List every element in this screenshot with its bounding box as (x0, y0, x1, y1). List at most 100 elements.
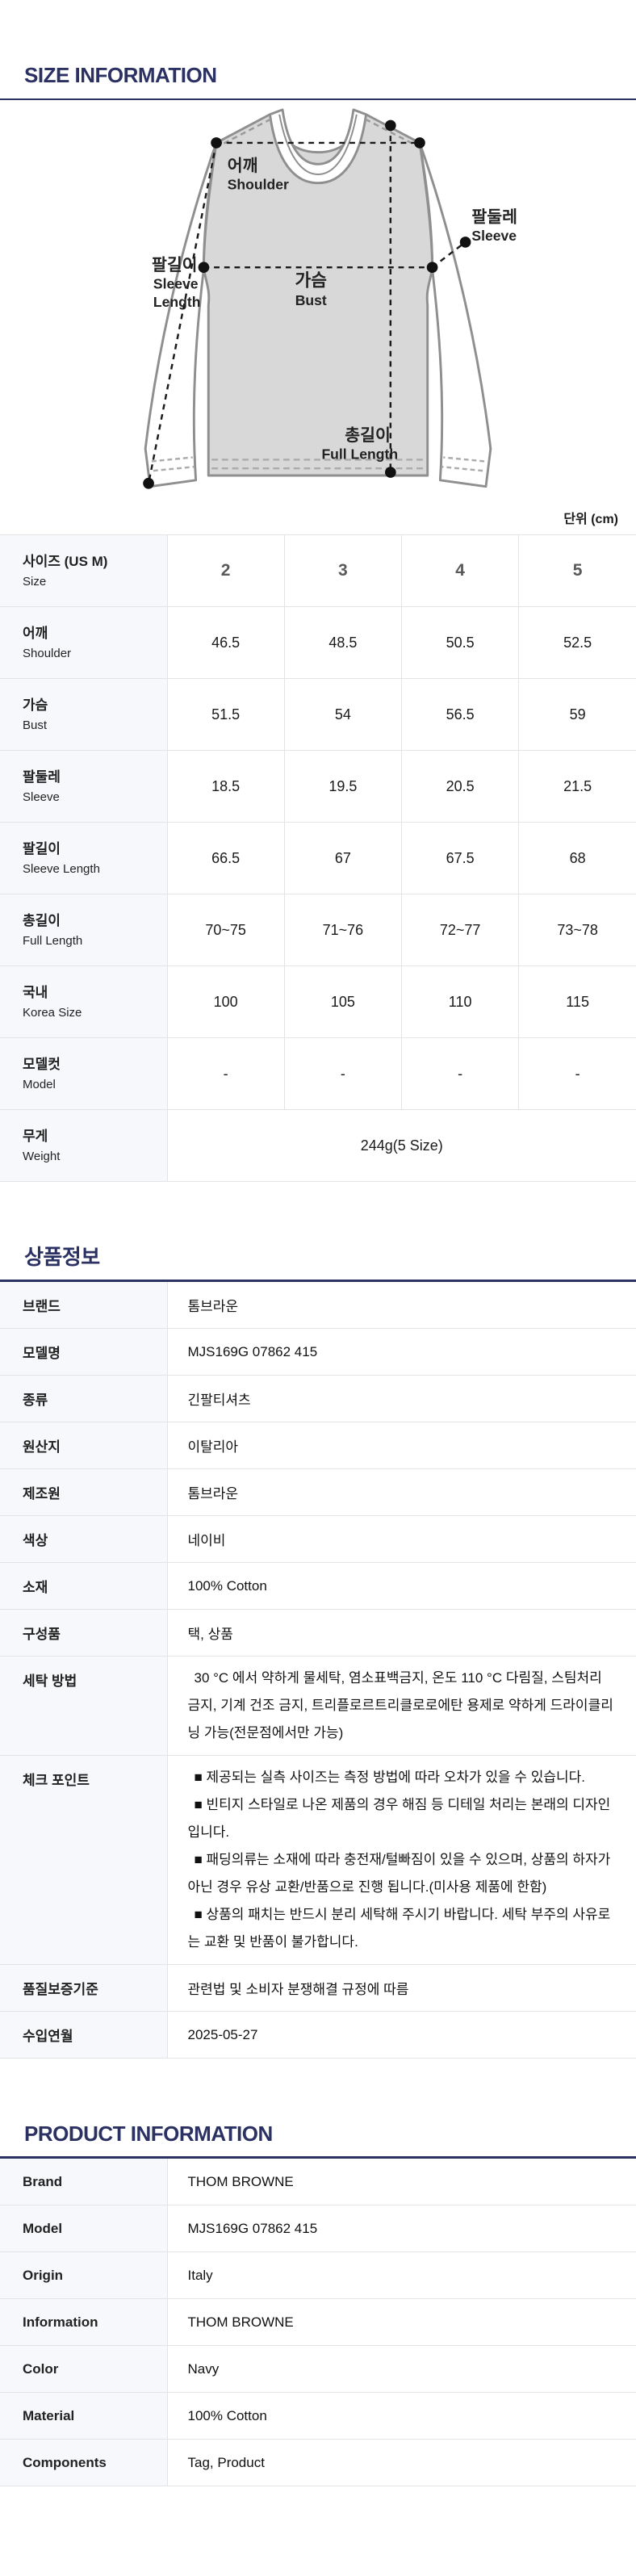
row-label: 팔길이 Sleeve Length (0, 822, 167, 894)
cell-value: THOM BROWNE (166, 2157, 636, 2205)
row-label: 사이즈 (US M) Size (0, 534, 167, 607)
cell-value: 52.5 (518, 606, 636, 679)
measure-dot (385, 467, 396, 478)
table-row: 가슴 Bust 51.5 54 56.5 59 (0, 678, 636, 751)
table-row: 무게 Weight 244g(5 Size) (0, 1109, 636, 1182)
cell-value: - (166, 1037, 285, 1110)
cell-value: 72~77 (400, 894, 519, 966)
cell-value: 59 (518, 678, 636, 751)
cell-value: 51.5 (166, 678, 285, 751)
row-label: Model (0, 2205, 167, 2252)
table-row: 품질보증기준 관련법 및 소비자 분쟁해결 규정에 따름 (0, 1964, 636, 2012)
cell-value: MJS169G 07862 415 (166, 2205, 636, 2252)
cell-value: 100 (166, 965, 285, 1038)
cell-value: - (400, 1037, 519, 1110)
product-info-ko-title: 상품정보 (24, 1245, 100, 1269)
cell-value: Tag, Product (166, 2439, 636, 2486)
diagram-label-full-length-ko: 총길이 (345, 426, 391, 445)
diagram-label-sleeve-length-ko: 팔길이 (152, 256, 198, 274)
cell-value: 66.5 (166, 822, 285, 894)
row-label: 체크 포인트 (0, 1755, 167, 1965)
measure-dot (459, 237, 471, 248)
cell-value: 56.5 (400, 678, 519, 751)
measure-dot (211, 137, 222, 149)
table-row: Color Navy (0, 2345, 636, 2393)
collar-band (268, 108, 368, 185)
right-cuff-stitch-1 (443, 456, 485, 463)
left-cuff-stitch-1 (151, 456, 193, 463)
diagram-label-bust-ko: 가슴 (295, 271, 327, 291)
cell-value: 긴팔티셔츠 (166, 1375, 636, 1422)
table-row: 수입연월 2025-05-27 (0, 2011, 636, 2059)
table-row: 세탁 방법 30 °C 에서 약하게 물세탁, 염소표백금지, 온도 110 °C… (0, 1656, 636, 1756)
row-label: 품질보증기준 (0, 1964, 167, 2012)
product-info-en-title: PRODUCT INFORMATION (24, 2122, 273, 2146)
size-information-title: SIZE INFORMATION (24, 63, 217, 87)
title-divider (0, 98, 636, 100)
diagram-label-shoulder-en: Shoulder (228, 177, 289, 193)
row-label: 원산지 (0, 1422, 167, 1469)
right-sleeve (418, 141, 492, 488)
cell-value: 톰브라운 (166, 1280, 636, 1329)
cell-value: 54 (283, 678, 402, 751)
table-row: 사이즈 (US M) Size 2 3 4 5 (0, 534, 636, 607)
measure-dot (414, 137, 425, 149)
sleeve-width-measure-line (431, 241, 467, 269)
row-label: 구성품 (0, 1609, 167, 1657)
cell-value-span: 244g(5 Size) (166, 1109, 636, 1182)
cell-value: 4 (400, 534, 519, 607)
cell-value: 67 (283, 822, 402, 894)
table-row: Brand THOM BROWNE (0, 2157, 636, 2205)
table-row: 구성품 택, 상품 (0, 1609, 636, 1657)
measure-dot (143, 477, 154, 489)
row-label: 브랜드 (0, 1280, 167, 1329)
row-label: 소재 (0, 1562, 167, 1610)
table-row: 체크 포인트 ■ 제공되는 실측 사이즈는 측정 방법에 따라 오차가 있을 수… (0, 1755, 636, 1965)
cell-value: - (518, 1037, 636, 1110)
row-label: 팔둘레 Sleeve (0, 750, 167, 823)
cell-value: 관련법 및 소비자 분쟁해결 규정에 따름 (166, 1964, 636, 2012)
table-row: 모델명 MJS169G 07862 415 (0, 1328, 636, 1376)
cell-value: Navy (166, 2345, 636, 2393)
table-row: 색상 네이비 (0, 1515, 636, 1563)
row-label: Information (0, 2298, 167, 2346)
cell-value: 20.5 (400, 750, 519, 823)
table-row: Model MJS169G 07862 415 (0, 2205, 636, 2252)
product-info-en-table: Brand THOM BROWNE Model MJS169G 07862 415 … (0, 2156, 636, 2486)
cell-value: 5 (518, 534, 636, 607)
table-row: Components Tag, Product (0, 2439, 636, 2486)
measure-dot (198, 262, 210, 274)
wash-instructions: 30 °C 에서 약하게 물세탁, 염소표백금지, 온도 110 °C 다림질,… (187, 1670, 613, 1740)
row-label: 어깨 Shoulder (0, 606, 167, 679)
cell-value: 19.5 (283, 750, 402, 823)
cell-value: 46.5 (166, 606, 285, 679)
table-row: 원산지 이탈리아 (0, 1422, 636, 1469)
cell-value: 2025-05-27 (166, 2011, 636, 2059)
table-row: 제조원 톰브라운 (0, 1468, 636, 1516)
product-info-ko-section: 상품정보 브랜드 톰브라운 모델명 MJS169G 07862 415 종류 긴팔티셔… (0, 1245, 636, 2059)
table-row: 소재 100% Cotton (0, 1562, 636, 1610)
table-row: 모델컷 Model - - - - (0, 1037, 636, 1110)
row-label: Brand (0, 2157, 167, 2205)
cell-value: 70~75 (166, 894, 285, 966)
row-label: 무게 Weight (0, 1109, 167, 1182)
cell-value: 이탈리아 (166, 1422, 636, 1469)
row-label: 가슴 Bust (0, 678, 167, 751)
check-point-bullet: ■ 패딩의류는 소재에 따라 충전재/털빠짐이 있을 수 있으며, 상품의 하자… (187, 1852, 611, 1895)
cell-value: 3 (283, 534, 402, 607)
sleeve-length-measure-line (147, 142, 218, 484)
diagram-label-bust-en: Bust (295, 292, 327, 308)
diagram-label-sleeve-length-en2: Length (153, 294, 201, 310)
row-label: Material (0, 2392, 167, 2440)
cell-value: 톰브라운 (166, 1468, 636, 1516)
cell-value: 네이비 (166, 1515, 636, 1563)
bottom-spacer (0, 2486, 636, 2533)
cell-value: 73~78 (518, 894, 636, 966)
row-label: 세탁 방법 (0, 1656, 167, 1756)
cell-value: 115 (518, 965, 636, 1038)
table-row: Information THOM BROWNE (0, 2298, 636, 2346)
cell-value: 67.5 (400, 822, 519, 894)
table-row: 브랜드 톰브라운 (0, 1280, 636, 1329)
unit-note: 단위 (cm) (563, 513, 618, 526)
table-row: 팔둘레 Sleeve 18.5 19.5 20.5 21.5 (0, 750, 636, 823)
